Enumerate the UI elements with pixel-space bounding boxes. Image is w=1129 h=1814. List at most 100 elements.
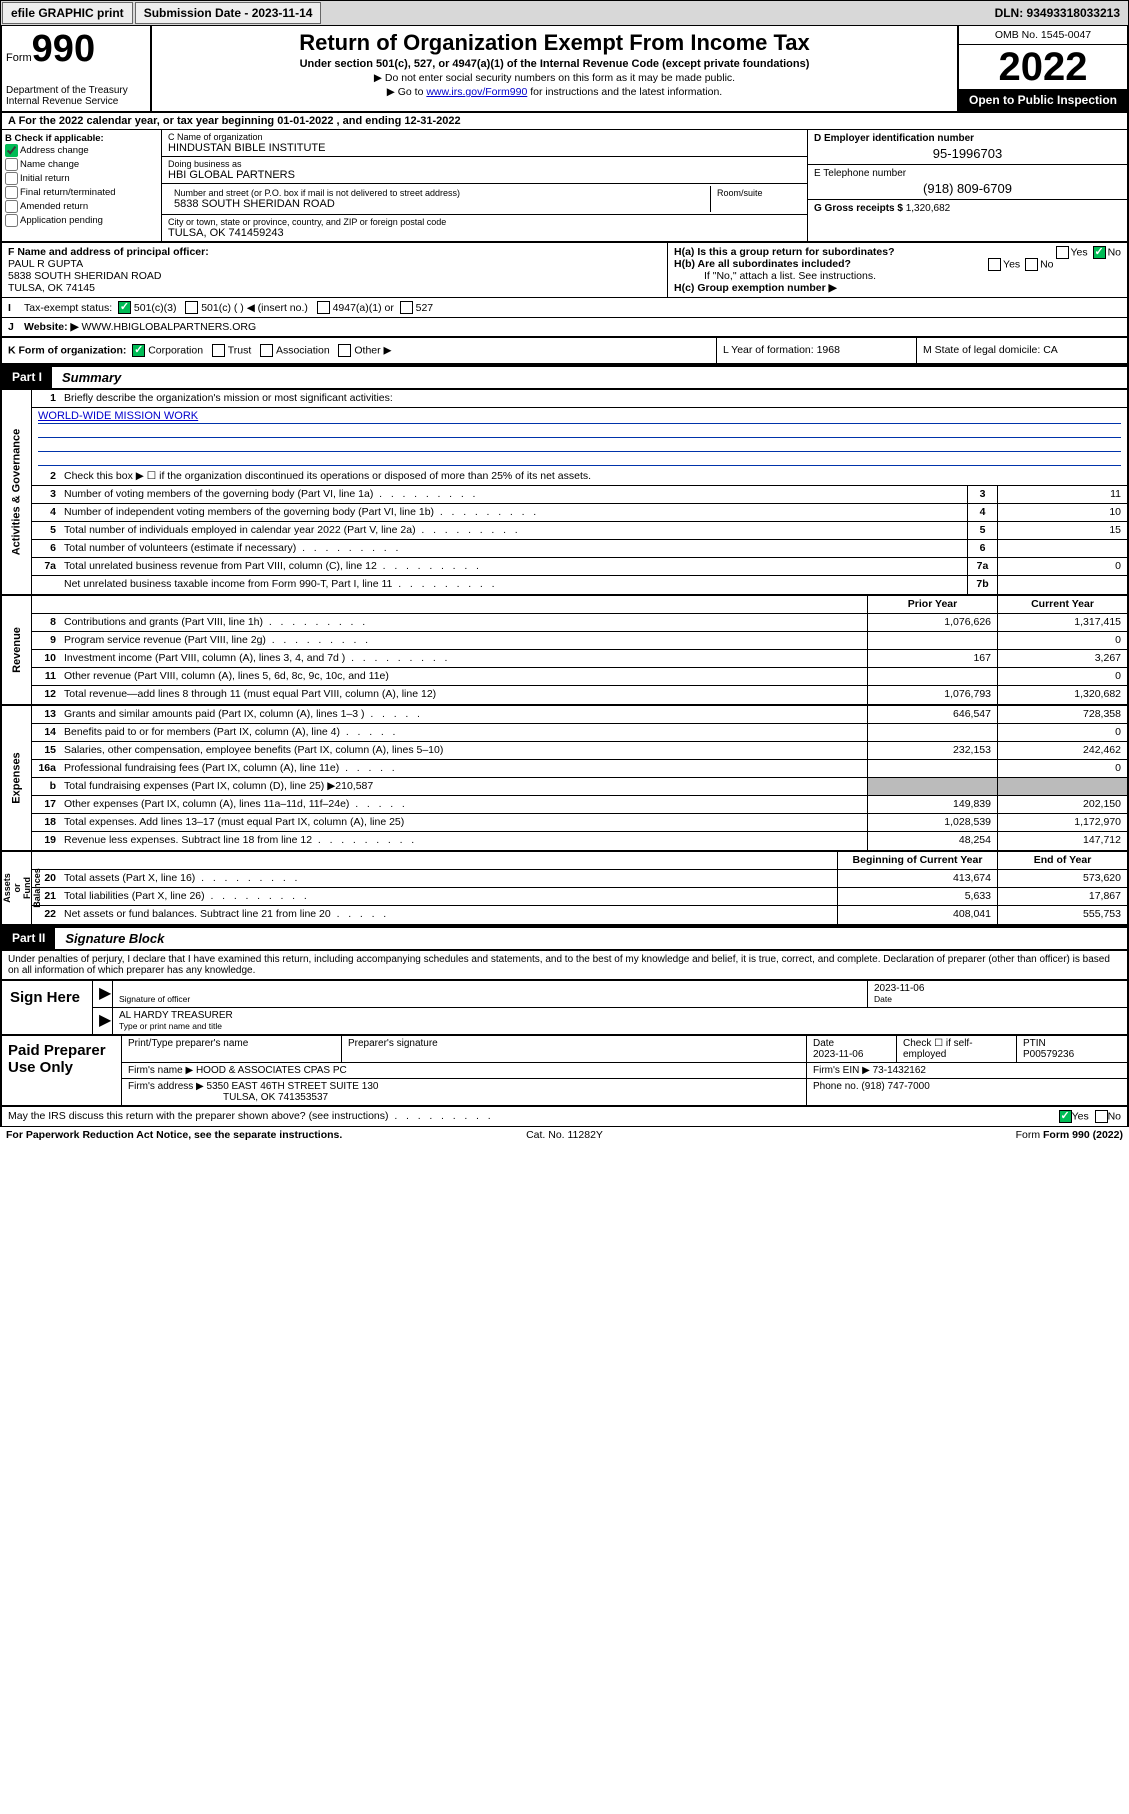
ptin: P00579236 — [1023, 1049, 1074, 1060]
e18-c: 1,172,970 — [997, 814, 1127, 831]
efile-print-button[interactable]: efile GRAPHIC print — [2, 2, 133, 24]
city-state-zip: TULSA, OK 741459243 — [168, 227, 801, 239]
k-trust[interactable] — [212, 344, 225, 357]
may-no[interactable] — [1095, 1110, 1108, 1123]
na20-c: 573,620 — [997, 870, 1127, 887]
form-header: Form990 Department of the Treasury Inter… — [0, 26, 1129, 113]
sig-intro: Under penalties of perjury, I declare th… — [0, 951, 1129, 979]
i-527[interactable] — [400, 301, 413, 314]
box-b: B Check if applicable: Address change Na… — [2, 130, 162, 241]
k-other[interactable] — [338, 344, 351, 357]
side-governance: Activities & Governance — [11, 429, 23, 556]
signature-block: Sign Here ▶ Signature of officer 2023-11… — [0, 979, 1129, 1036]
may-yes[interactable]: ✓ — [1059, 1110, 1072, 1123]
na21-c: 17,867 — [997, 888, 1127, 905]
na22-c: 555,753 — [997, 906, 1127, 924]
r11-p — [867, 668, 997, 685]
r8-p: 1,076,626 — [867, 614, 997, 631]
sig-date: 2023-11-06 — [874, 983, 924, 994]
chk-app-pending[interactable]: Application pending — [5, 214, 158, 227]
summary-expenses: Expenses 13Grants and similar amounts pa… — [0, 706, 1129, 852]
page-footer: For Paperwork Reduction Act Notice, see … — [0, 1127, 1129, 1143]
val-7a: 0 — [997, 558, 1127, 575]
k-assoc[interactable] — [260, 344, 273, 357]
row-i: I Tax-exempt status: ✓ 501(c)(3) 501(c) … — [0, 298, 1129, 318]
gross-receipts: 1,320,682 — [906, 203, 951, 214]
summary-revenue: Revenue Prior YearCurrent Year 8Contribu… — [0, 596, 1129, 706]
na22-p: 408,041 — [837, 906, 997, 924]
hb-yes[interactable] — [988, 258, 1001, 271]
firm-addr2: TULSA, OK 741353537 — [128, 1092, 328, 1103]
ha-yes[interactable] — [1056, 246, 1069, 259]
val-5: 15 — [997, 522, 1127, 539]
firm-phone: (918) 747-7000 — [861, 1081, 929, 1092]
box-deg: D Employer identification number 95-1996… — [807, 130, 1127, 241]
dba-name: HBI GLOBAL PARTNERS — [168, 169, 801, 181]
part2-header: Part II Signature Block — [0, 926, 1129, 951]
e16a-c: 0 — [997, 760, 1127, 777]
street-address: 5838 SOUTH SHERIDAN ROAD — [174, 198, 704, 210]
val-6 — [997, 540, 1127, 557]
r10-c: 3,267 — [997, 650, 1127, 667]
omb-number: OMB No. 1545-0047 — [959, 26, 1127, 45]
topbar: efile GRAPHIC print Submission Date - 20… — [0, 0, 1129, 26]
r11-c: 0 — [997, 668, 1127, 685]
r10-p: 167 — [867, 650, 997, 667]
side-expenses: Expenses — [11, 752, 23, 803]
website: WWW.HBIGLOBALPARTNERS.ORG — [81, 321, 256, 333]
form-label: Form — [6, 52, 32, 64]
i-4947[interactable] — [317, 301, 330, 314]
sig-name: AL HARDY TREASURER — [119, 1010, 233, 1021]
phone: (918) 809-6709 — [814, 181, 1121, 196]
irs-link[interactable]: www.irs.gov/Form990 — [426, 86, 527, 98]
r12-c: 1,320,682 — [997, 686, 1127, 704]
summary-netassets: Net Assets or Fund Balances Beginning of… — [0, 852, 1129, 926]
e13-c: 728,358 — [997, 706, 1127, 723]
r9-c: 0 — [997, 632, 1127, 649]
e14-p — [867, 724, 997, 741]
chk-amended[interactable]: Amended return — [5, 200, 158, 213]
mission-link[interactable]: WORLD-WIDE MISSION WORK — [38, 410, 198, 422]
officer-name: PAUL R GUPTA — [8, 258, 83, 270]
i-501c3[interactable]: ✓ — [118, 301, 131, 314]
e13-p: 646,547 — [867, 706, 997, 723]
form-note-link: ▶ Go to www.irs.gov/Form990 for instruct… — [160, 86, 949, 98]
paid-preparer: Paid Preparer Use Only Print/Type prepar… — [0, 1036, 1129, 1107]
na21-p: 5,633 — [837, 888, 997, 905]
chk-address-change[interactable]: Address change — [5, 144, 158, 157]
e15-p: 232,153 — [867, 742, 997, 759]
part1-header: Part I Summary — [0, 365, 1129, 390]
k-corp[interactable]: ✓ — [132, 344, 145, 357]
i-501c[interactable] — [185, 301, 198, 314]
e14-c: 0 — [997, 724, 1127, 741]
box-c: C Name of organization HINDUSTAN BIBLE I… — [162, 130, 807, 241]
r8-c: 1,317,415 — [997, 614, 1127, 631]
row-fh: F Name and address of principal officer:… — [0, 243, 1129, 298]
tax-year: 2022 — [959, 45, 1127, 89]
row-j: J Website: ▶ WWW.HBIGLOBALPARTNERS.ORG — [0, 318, 1129, 338]
chk-final-return[interactable]: Final return/terminated — [5, 186, 158, 199]
e17-p: 149,839 — [867, 796, 997, 813]
side-netassets: Net Assets or Fund Balances — [0, 868, 42, 908]
year-formation: L Year of formation: 1968 — [717, 338, 917, 363]
summary-gov: Activities & Governance 1Briefly describ… — [0, 390, 1129, 596]
ein: 95-1996703 — [814, 146, 1121, 161]
dln-text: DLN: 93493318033213 — [987, 3, 1128, 23]
row-klm: K Form of organization: ✓ Corporation Tr… — [0, 338, 1129, 365]
side-revenue: Revenue — [11, 627, 23, 673]
ha-no[interactable]: ✓ — [1093, 246, 1106, 259]
submission-date-button[interactable]: Submission Date - 2023-11-14 — [135, 2, 322, 24]
firm-ein: 73-1432162 — [873, 1065, 926, 1076]
val-3: 11 — [997, 486, 1127, 503]
val-4: 10 — [997, 504, 1127, 521]
chk-name-change[interactable]: Name change — [5, 158, 158, 171]
r12-p: 1,076,793 — [867, 686, 997, 704]
e17-c: 202,150 — [997, 796, 1127, 813]
chk-initial-return[interactable]: Initial return — [5, 172, 158, 185]
org-name: HINDUSTAN BIBLE INSTITUTE — [168, 142, 801, 154]
e18-p: 1,028,539 — [867, 814, 997, 831]
val-7b — [997, 576, 1127, 594]
may-discuss: May the IRS discuss this return with the… — [0, 1107, 1129, 1127]
hb-no[interactable] — [1025, 258, 1038, 271]
form-title: Return of Organization Exempt From Incom… — [160, 30, 949, 56]
